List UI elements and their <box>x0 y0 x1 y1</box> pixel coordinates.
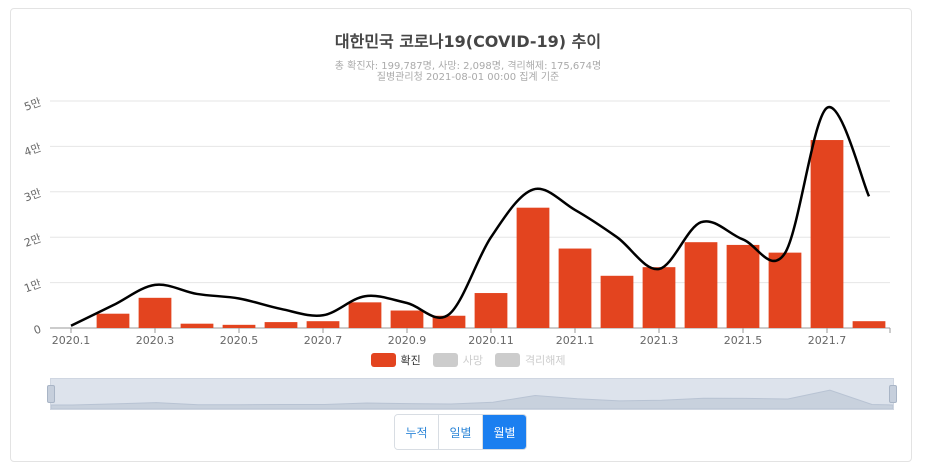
bar <box>96 313 130 328</box>
x-tick-label: 2020.7 <box>304 334 343 347</box>
bar <box>852 321 886 328</box>
y-tick-label: 3만 <box>22 186 43 204</box>
chart-title: 대한민국 코로나19(COVID-19) 추이 <box>334 32 602 51</box>
x-tick-label: 2020.11 <box>468 334 514 347</box>
y-tick-label: 5만 <box>22 96 43 114</box>
legend: 확진 사망 격리해제 <box>0 352 936 368</box>
x-tick-label: 2021.3 <box>640 334 679 347</box>
legend-swatch <box>370 353 396 367</box>
x-tick-label: 2021.1 <box>556 334 595 347</box>
y-tick-label: 0 <box>32 323 43 338</box>
bar <box>810 140 844 328</box>
bar <box>306 321 340 328</box>
trend-line <box>70 106 871 327</box>
legend-label: 확진 <box>400 354 421 367</box>
x-tick-label: 2021.7 <box>808 334 847 347</box>
legend-swatch <box>432 353 458 367</box>
legend-item[interactable]: 확진 <box>370 352 421 368</box>
bar <box>222 324 256 328</box>
y-tick-label: 1만 <box>22 277 43 295</box>
legend-swatch <box>495 353 520 367</box>
chart-subtitle-totals: 총 확진자: 199,787명, 사망: 2,098명, 격리해제: 175,6… <box>334 61 602 72</box>
x-tick-label: 2020.5 <box>220 334 259 347</box>
bar <box>558 248 592 328</box>
period-toggle: 누적 일별 월별 <box>394 414 527 450</box>
bar <box>264 322 298 328</box>
bar <box>348 302 382 328</box>
chart-subtitle-source: 질병관리청 2021-08-01 00:00 집계 기준 <box>376 72 560 83</box>
x-tick-label: 2020.9 <box>388 334 427 347</box>
bar <box>684 242 718 328</box>
bar <box>768 252 802 328</box>
toggle-button[interactable]: 누적 <box>395 415 439 449</box>
legend-item[interactable]: 사망 <box>432 352 483 368</box>
bar <box>516 207 550 328</box>
bar <box>726 244 760 328</box>
zoom-preview-area <box>51 389 893 409</box>
zoom-handle-left[interactable] <box>47 385 55 403</box>
y-tick-label: 2만 <box>22 232 43 250</box>
bar <box>138 297 172 328</box>
x-tick-label: 2020.3 <box>136 334 175 347</box>
bar <box>642 267 676 328</box>
legend-label: 격리해제 <box>525 354 566 367</box>
legend-item[interactable]: 격리해제 <box>495 352 565 368</box>
x-tick-label: 2020.1 <box>52 334 91 347</box>
bar <box>180 323 214 328</box>
x-tick-label: 2021.5 <box>724 334 763 347</box>
bar <box>390 310 424 328</box>
bar <box>474 293 508 328</box>
toggle-button[interactable]: 일별 <box>439 415 483 449</box>
y-tick-label: 4만 <box>22 141 43 159</box>
toggle-button[interactable]: 월별 <box>483 415 526 449</box>
bar <box>600 275 634 328</box>
legend-label: 사망 <box>462 354 483 367</box>
zoom-handle-right[interactable] <box>889 385 897 403</box>
zoom-slider[interactable] <box>47 378 897 410</box>
